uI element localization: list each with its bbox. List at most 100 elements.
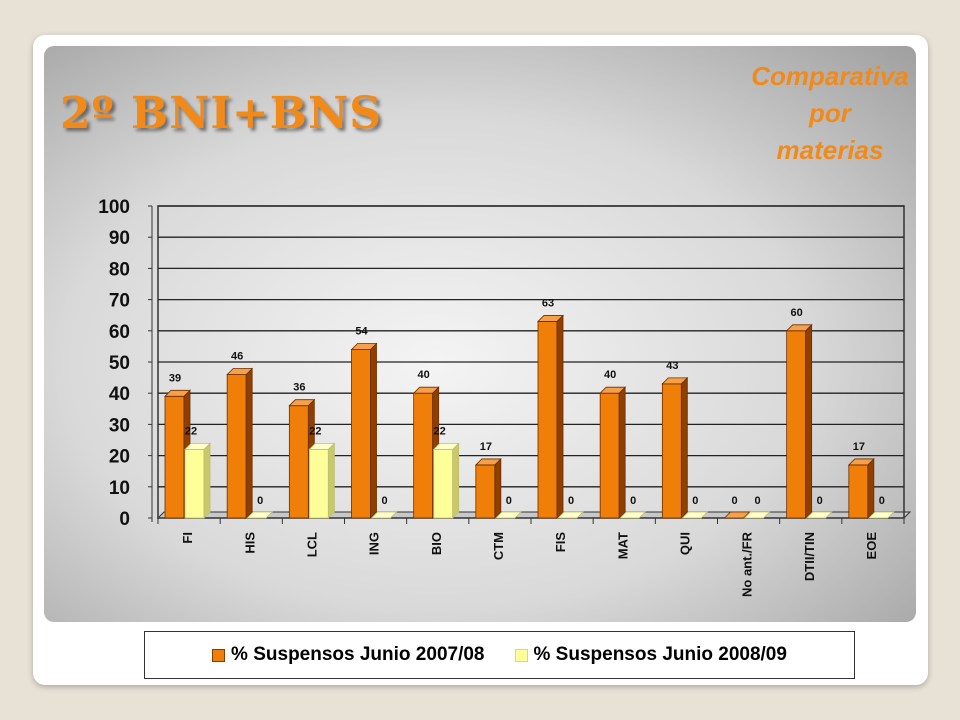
bar-side bbox=[805, 323, 813, 519]
bar-top bbox=[288, 399, 316, 407]
data-label: 39 bbox=[169, 372, 181, 384]
x-tick-label: FIS bbox=[553, 532, 568, 553]
bar-zero bbox=[557, 511, 584, 519]
legend-swatch-2008 bbox=[514, 648, 528, 662]
y-tick-label: 100 bbox=[98, 197, 130, 218]
x-tick-label: DTII/TIN bbox=[802, 532, 817, 581]
bar-zero bbox=[619, 511, 647, 519]
y-tick-label: 60 bbox=[109, 322, 130, 343]
data-label: 0 bbox=[754, 495, 760, 507]
legend-label-2008: % Suspensos Junio 2008/09 bbox=[533, 644, 787, 665]
bar-2007 bbox=[786, 330, 807, 519]
slide-subtitle: Comparativa por materias bbox=[720, 58, 940, 169]
x-tick-label: FI bbox=[180, 532, 195, 544]
data-label: 17 bbox=[853, 441, 865, 453]
bar-2007 bbox=[288, 405, 309, 519]
x-tick-label: BIO bbox=[429, 532, 444, 555]
bar-zero bbox=[246, 511, 274, 519]
bar-2007 bbox=[164, 395, 185, 519]
data-label: 22 bbox=[185, 425, 197, 437]
data-label: 46 bbox=[231, 350, 243, 362]
bar-top bbox=[785, 324, 813, 332]
bar-side bbox=[203, 442, 211, 519]
legend-swatch-2007 bbox=[212, 648, 226, 662]
bar-side bbox=[327, 442, 335, 519]
bar-side bbox=[494, 457, 502, 519]
data-label: 63 bbox=[542, 297, 554, 309]
data-label: 0 bbox=[817, 495, 823, 507]
bar-2007 bbox=[226, 374, 247, 519]
data-label: 54 bbox=[355, 326, 368, 338]
data-label: 17 bbox=[480, 441, 492, 453]
data-label: 0 bbox=[568, 495, 574, 507]
x-tick-label: MAT bbox=[615, 532, 630, 559]
y-tick-label: 70 bbox=[109, 291, 130, 312]
data-label: 0 bbox=[381, 495, 387, 507]
bar-2007 bbox=[413, 392, 434, 519]
bar-zero bbox=[681, 511, 709, 519]
subtitle-line-1: Comparativa bbox=[751, 61, 909, 91]
bar-top bbox=[537, 315, 564, 322]
bar-zero bbox=[494, 511, 522, 519]
y-tick-label: 10 bbox=[109, 478, 130, 499]
data-label: 40 bbox=[604, 369, 616, 381]
chart-legend: % Suspensos Junio 2007/08 % Suspensos Ju… bbox=[144, 631, 855, 679]
bar-zero bbox=[743, 511, 771, 519]
subtitle-line-3: materias bbox=[776, 135, 884, 165]
data-label: 40 bbox=[418, 369, 430, 381]
x-tick-label: No ant./FR bbox=[740, 531, 755, 597]
y-tick-label: 80 bbox=[109, 259, 130, 280]
bar-top bbox=[184, 442, 211, 450]
bar-top bbox=[164, 389, 191, 397]
bar-side bbox=[618, 386, 626, 519]
data-label: 0 bbox=[731, 495, 737, 507]
bar-top bbox=[226, 368, 254, 375]
bar-2007 bbox=[475, 464, 496, 519]
data-label: 0 bbox=[692, 495, 698, 507]
data-label: 0 bbox=[879, 495, 885, 507]
bar-side bbox=[452, 442, 460, 519]
data-label: 0 bbox=[506, 495, 512, 507]
data-label: 22 bbox=[309, 425, 321, 437]
legend-item-2007: % Suspensos Junio 2007/08 bbox=[212, 644, 485, 666]
bar-2007 bbox=[848, 464, 869, 519]
legend-label-2007: % Suspensos Junio 2007/08 bbox=[231, 644, 485, 665]
chart-panel bbox=[44, 46, 916, 622]
data-label: 0 bbox=[257, 495, 263, 507]
bar-top bbox=[474, 458, 502, 466]
x-tick-label: CTM bbox=[491, 532, 506, 560]
subtitle-line-2: por bbox=[809, 98, 851, 128]
data-label: 60 bbox=[791, 307, 803, 319]
bar-top bbox=[350, 343, 378, 350]
data-label: 43 bbox=[666, 360, 678, 372]
y-tick-label: 90 bbox=[109, 228, 130, 249]
data-label: 0 bbox=[630, 495, 636, 507]
bar-side bbox=[370, 342, 377, 519]
bar-2007 bbox=[599, 392, 620, 519]
legend-item-2008: % Suspensos Junio 2008/09 bbox=[514, 644, 787, 666]
bar-2007 bbox=[661, 383, 682, 519]
bar-top bbox=[412, 386, 440, 394]
y-tick-label: 50 bbox=[109, 353, 130, 374]
bar-2008 bbox=[308, 448, 329, 519]
x-tick-label: LCL bbox=[304, 532, 319, 557]
y-tick-label: 20 bbox=[109, 447, 130, 468]
x-tick-label: QUI bbox=[677, 532, 692, 555]
data-label: 36 bbox=[293, 382, 305, 394]
data-label: 22 bbox=[434, 425, 446, 437]
bar-top bbox=[432, 442, 460, 450]
y-tick-label: 40 bbox=[109, 384, 130, 405]
bar-top bbox=[847, 458, 875, 466]
y-tick-label: 0 bbox=[119, 509, 130, 530]
bar-2007 bbox=[537, 321, 558, 519]
bar-zero bbox=[723, 511, 751, 519]
bar-zero bbox=[370, 511, 398, 519]
bar-top bbox=[661, 377, 689, 385]
bar-2007 bbox=[351, 349, 371, 519]
x-tick-label: HIS bbox=[242, 532, 257, 554]
bar-side bbox=[245, 367, 253, 519]
bar-2008 bbox=[184, 448, 205, 519]
bar-zero bbox=[867, 511, 895, 519]
slide-title: 2º BNI+BNS bbox=[60, 88, 382, 139]
